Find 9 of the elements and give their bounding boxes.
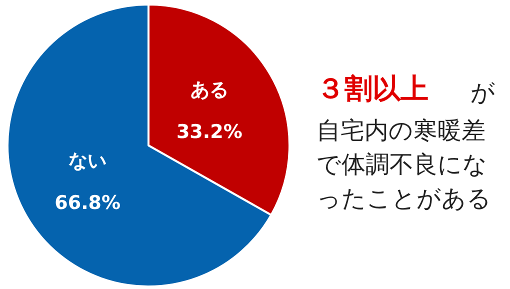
data-label: 33.2% (176, 120, 242, 143)
text: が (470, 78, 496, 106)
text: ３割以上 (316, 72, 428, 105)
text: で体調不良にな (316, 150, 488, 178)
text: 自宅内の寒暖差 (316, 116, 486, 144)
slice-label: ある (190, 78, 228, 101)
text: ったことがある (316, 184, 492, 212)
slice-label: ない (68, 150, 107, 172)
data-label: 66.8% (54, 192, 121, 214)
